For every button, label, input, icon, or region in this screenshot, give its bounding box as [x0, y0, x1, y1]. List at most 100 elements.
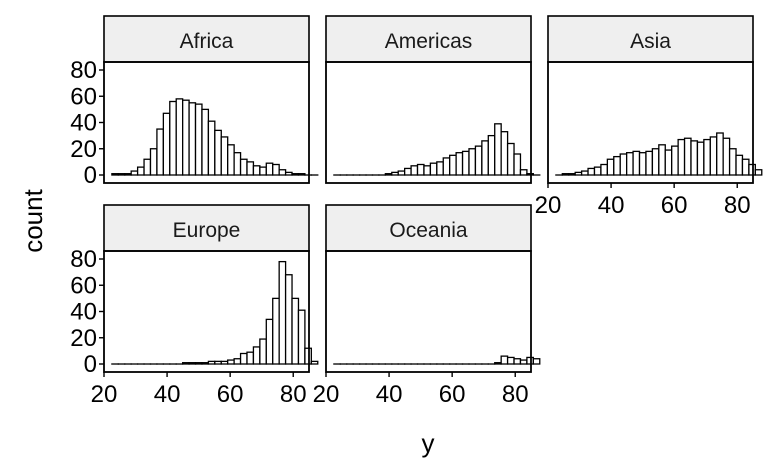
facet-strip — [103, 15, 310, 63]
x-tick-label: 60 — [439, 381, 466, 408]
histogram-bar — [239, 158, 248, 176]
histogram-bar — [506, 356, 515, 365]
histogram-bar — [722, 137, 731, 176]
y-tick-label: 60 — [70, 83, 97, 110]
histogram-bar — [162, 112, 171, 176]
histogram-bar — [194, 362, 203, 365]
histogram-bar — [468, 148, 477, 176]
histogram-bar — [664, 149, 673, 176]
facet-strip-label: Europe — [173, 219, 241, 242]
histogram-bar — [182, 362, 190, 365]
histogram-bar — [297, 173, 306, 176]
x-axis-title: y — [422, 428, 435, 458]
histogram-bar — [391, 171, 399, 176]
histogram-bar — [500, 355, 509, 365]
histogram-bar — [619, 153, 628, 176]
facet-strip-label: Oceania — [389, 219, 468, 242]
histogram-bar — [136, 166, 145, 176]
histogram-bar — [574, 171, 583, 176]
histogram-bar — [272, 163, 280, 176]
histogram-bar — [494, 362, 502, 365]
panel-border — [547, 61, 754, 184]
histogram-bar — [481, 140, 489, 176]
histogram-bar — [519, 359, 528, 365]
histogram-bar — [214, 129, 222, 176]
histogram-bar — [124, 173, 132, 176]
histogram-bar — [246, 351, 255, 365]
histogram-bar — [310, 360, 319, 365]
histogram-bar — [117, 173, 126, 176]
y-tick-label: 60 — [70, 272, 97, 299]
histogram-bar — [632, 150, 641, 176]
histogram-bar — [455, 152, 464, 176]
histogram-bar — [696, 141, 705, 176]
histogram-bar — [397, 170, 406, 176]
histogram-bar — [384, 173, 393, 176]
histogram-bar — [246, 161, 255, 176]
x-tick-label: 80 — [280, 381, 307, 408]
histogram-bar — [658, 144, 666, 176]
histogram-bar — [194, 103, 203, 176]
histogram-bar — [156, 128, 165, 176]
histogram-bar — [580, 170, 589, 176]
facet-panel-oceania: Oceania 20 40 60 80 — [313, 204, 541, 408]
histogram-bar — [513, 358, 522, 365]
histogram-bar — [709, 136, 718, 176]
histogram-bar — [227, 144, 235, 176]
histogram-bar — [207, 120, 216, 176]
x-tick-label: 20 — [535, 192, 562, 219]
x-tick-label: 40 — [598, 192, 625, 219]
histogram-bar — [494, 123, 502, 176]
x-tick-label: 40 — [154, 381, 181, 408]
x-tick-label: 20 — [313, 381, 340, 408]
x-tick-label: 80 — [502, 381, 529, 408]
histogram-bar — [423, 165, 432, 176]
panel-border — [325, 61, 532, 184]
y-tick-label: 80 — [70, 57, 97, 84]
facet-strip-label: Americas — [385, 30, 473, 53]
histogram-bar — [233, 152, 242, 176]
histogram-bar — [259, 338, 267, 365]
histogram-bar — [284, 171, 293, 176]
histogram-bar — [487, 134, 496, 176]
histogram-bar — [671, 145, 679, 176]
facet-panel-americas: Americas — [325, 15, 541, 184]
histogram-bar — [606, 158, 615, 176]
y-tick-label: 20 — [70, 136, 97, 163]
histogram-bar — [227, 359, 235, 365]
histogram-bar — [278, 169, 287, 176]
histogram-bar — [284, 274, 293, 365]
histogram-bar — [143, 158, 152, 176]
histogram-bar — [461, 150, 470, 176]
histogram-bar — [188, 102, 197, 176]
facet-strip-label: Asia — [630, 30, 671, 53]
x-tick-label: 60 — [217, 381, 244, 408]
y-axis-title: count — [18, 188, 48, 252]
histogram-bar — [613, 155, 621, 176]
histogram-bar — [677, 138, 686, 176]
histogram-bar — [265, 162, 274, 176]
histogram-bar — [741, 158, 750, 176]
histogram-bar — [265, 318, 274, 365]
x-tick-label: 40 — [376, 381, 403, 408]
panel-border — [325, 250, 532, 373]
histogram-bar — [587, 167, 596, 176]
histogram-bar — [207, 360, 216, 365]
histogram-bar — [449, 154, 457, 176]
histogram-bar — [513, 153, 522, 176]
facet-strip — [325, 204, 532, 252]
histogram-bar — [500, 131, 509, 176]
histogram-bar — [220, 136, 229, 176]
histogram-bar — [252, 165, 261, 176]
histogram-bar — [239, 352, 248, 365]
histogram-bar — [561, 173, 570, 176]
histogram-bar — [291, 297, 300, 365]
histogram-bar — [436, 161, 444, 176]
histogram-bar — [169, 100, 177, 176]
y-tick-label: 40 — [70, 110, 97, 137]
histogram-bar — [474, 145, 483, 176]
x-tick-label: 60 — [661, 192, 688, 219]
histogram-bar — [297, 309, 306, 365]
